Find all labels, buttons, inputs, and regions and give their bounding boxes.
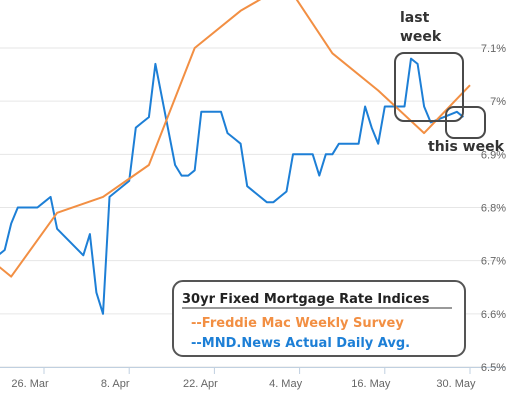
x-tick-label: 4. May (269, 378, 303, 390)
legend-item-freddie-mac: --Freddie Mac Weekly Survey (191, 316, 404, 331)
legend-box (172, 280, 466, 357)
last-week-label-line2: week (400, 29, 442, 45)
this-week-box (445, 106, 486, 139)
y-tick-label: 6.6% (481, 309, 506, 321)
series-lines (0, 0, 471, 315)
y-axis: 6.5% 6.6% 6.7% 6.8% 6.9% 7% 7.1% (481, 43, 506, 374)
x-tick-label: 26. Mar (11, 378, 49, 390)
x-tick-label: 22. Apr (183, 378, 218, 390)
y-tick-label: 6.8% (481, 203, 506, 215)
x-axis: 26. Mar 8. Apr 22. Apr 4. May 16. May 30. May (0, 367, 505, 390)
series-line-freddie-mac (0, 0, 471, 278)
this-week-label: this week (428, 139, 505, 155)
x-tick-label: 30. May (436, 378, 476, 390)
y-tick-label: 7% (490, 96, 506, 108)
annotation-last-week: last week (394, 10, 464, 122)
annotation-this-week: this week (428, 106, 505, 155)
y-tick-label: 6.7% (481, 256, 506, 268)
x-tick-label: 16. May (351, 378, 391, 390)
legend-title: 30yr Fixed Mortgage Rate Indices (182, 292, 430, 307)
last-week-box (394, 52, 464, 122)
legend-item-mnd-news: --MND.News Actual Daily Avg. (191, 336, 410, 351)
y-tick-label: 6.5% (481, 362, 506, 374)
last-week-label-line1: last (400, 10, 430, 26)
legend: 30yr Fixed Mortgage Rate Indices --Fredd… (172, 280, 466, 357)
grid-lines (0, 47, 505, 368)
series-line-mnd-news (0, 57, 465, 315)
x-tick-label: 8. Apr (101, 378, 130, 390)
y-tick-label: 6.9% (481, 149, 506, 161)
y-tick-label: 7.1% (481, 43, 506, 55)
